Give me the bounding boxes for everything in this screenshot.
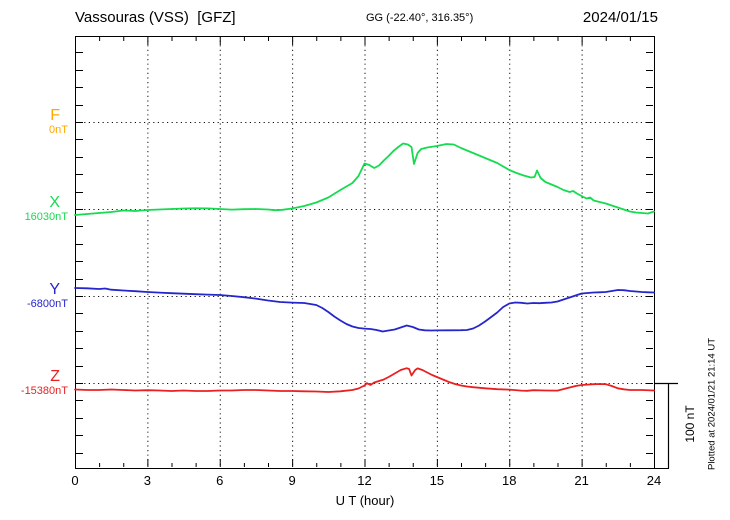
x-tick-label-18: 18 [502, 473, 517, 488]
x-axis-title: U T (hour) [335, 493, 395, 508]
scale-bar-label: 100 nT [683, 405, 697, 443]
component-label-X: X [49, 194, 60, 211]
component-label-F: F [50, 107, 60, 124]
component-base-value-X: 16030nT [24, 211, 68, 223]
x-tick-label-9: 9 [288, 473, 296, 488]
x-tick-label-0: 0 [71, 473, 79, 488]
x-tick-label-15: 15 [429, 473, 445, 488]
geographic-coordinates: GG (-22.40°, 316.35°) [366, 12, 474, 24]
plot-frame [75, 36, 655, 469]
plotted-timestamp-note: Plotted at 2024/01/21 21:14 UT [706, 337, 718, 471]
component-base-value-Y: -6800nT [27, 298, 68, 310]
x-trace [74, 142, 655, 216]
component-base-value-Z: -15380nT [20, 385, 68, 397]
component-label-Y: Y [49, 281, 60, 298]
x-tick-label-21: 21 [574, 473, 589, 488]
x-tick-label-6: 6 [216, 473, 224, 488]
y-trace [74, 287, 655, 333]
station-title: Vassouras (VSS) [GFZ] [75, 9, 236, 26]
x-tick-label-24: 24 [646, 473, 662, 488]
x-tick-label-3: 3 [143, 473, 151, 488]
component-base-value-F: 0nT [49, 124, 68, 136]
x-tick-label-12: 12 [357, 473, 372, 488]
plot-date: 2024/01/15 [582, 9, 658, 26]
component-label-Z: Z [50, 368, 60, 385]
z-trace [74, 367, 655, 393]
